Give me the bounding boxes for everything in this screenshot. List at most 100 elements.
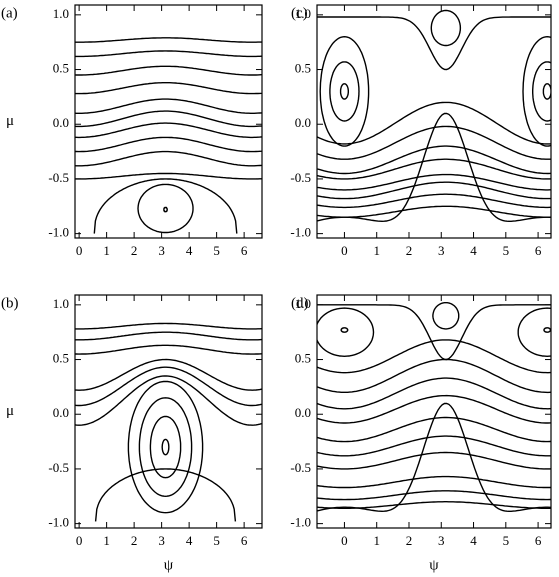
contour-line [317, 339, 551, 374]
y-tick-label: -1.0 [48, 225, 69, 240]
contour-line [75, 122, 262, 139]
contour-line [75, 322, 262, 330]
island [339, 83, 349, 100]
contour-line [75, 150, 262, 167]
x-tick-label: 0 [341, 533, 348, 548]
y-tick-label: -0.5 [290, 170, 311, 185]
y-tick-label: -1.0 [290, 515, 311, 530]
island [319, 35, 370, 147]
x-tick-label: 1 [373, 533, 380, 548]
x-tick-label: 2 [131, 243, 138, 258]
x-tick-label: 2 [131, 533, 138, 548]
contours [317, 9, 551, 223]
contour-line [317, 490, 551, 501]
y-tick-label: 0.0 [295, 115, 311, 130]
contour-line [317, 101, 551, 145]
y-tick-label: 0.5 [295, 61, 311, 76]
x-tick-label: 6 [535, 533, 542, 548]
separatrix [317, 402, 551, 513]
contour-line [75, 136, 262, 153]
contour-line [75, 110, 262, 128]
y-tick-label: 1.0 [53, 296, 69, 311]
x-axis-label: ψ [429, 557, 439, 573]
x-tick-label: 4 [186, 533, 193, 548]
y-tick-label: -0.5 [48, 460, 69, 475]
island [340, 327, 349, 333]
panel-label: (c) [291, 5, 308, 21]
contour-line [317, 377, 551, 410]
contour-line [317, 145, 551, 175]
x-tick-label: 1 [103, 533, 110, 548]
x-tick-label: 3 [158, 533, 165, 548]
island [149, 415, 182, 479]
y-tick-label: 1.0 [295, 6, 311, 21]
contour-line [75, 366, 262, 407]
contour-line [75, 344, 262, 355]
island [532, 61, 551, 122]
x-tick-label: 6 [535, 243, 542, 258]
y-tick-label: 0.5 [53, 351, 69, 366]
separatrix [317, 112, 551, 223]
island [161, 438, 170, 456]
x-axis-label: ψ [164, 557, 174, 573]
separatrix [94, 468, 237, 522]
contours [75, 37, 262, 234]
y-tick-label: -0.5 [290, 460, 311, 475]
x-tick-label: 5 [213, 533, 220, 548]
contour-line [317, 394, 551, 424]
panel: 0 1 2 3 4 5 6 1.0 0.5 0.0 -0.5 -1.0 (c) [290, 4, 552, 258]
plot-frame [74, 4, 263, 239]
contour-line [317, 173, 551, 191]
x-tick-label: 5 [213, 243, 220, 258]
panel-label: (b) [1, 295, 19, 311]
panel-label: (d) [291, 295, 309, 311]
contour-line [75, 358, 262, 391]
contour-line [75, 331, 262, 341]
x-tick-label: 0 [76, 533, 83, 548]
contour-line [317, 358, 551, 394]
plot-frame [316, 294, 552, 529]
contour-line [317, 475, 551, 489]
y-tick-label: -1.0 [290, 225, 311, 240]
island [543, 327, 551, 333]
y-axis-label: μ [6, 403, 14, 419]
x-tick-label: 0 [76, 243, 83, 258]
panel-label: (a) [1, 5, 18, 21]
y-tick-label: 1.0 [295, 296, 311, 311]
panel: 0 1 2 3 4 5 6 1.0 0.5 0.0 -0.5 -1.0 (a) μ [1, 4, 263, 258]
island [137, 183, 194, 234]
contour-line [75, 82, 262, 95]
x-tick-label: 2 [406, 243, 413, 258]
x-tick-label: 4 [470, 533, 477, 548]
island [317, 307, 375, 358]
separatrix [317, 304, 551, 361]
island [127, 380, 204, 514]
contour-line [317, 435, 551, 457]
island [517, 307, 551, 358]
contour-line [75, 65, 262, 76]
contour-line [75, 50, 262, 58]
x-tick-label: 1 [103, 243, 110, 258]
x-tick-label: 4 [186, 243, 193, 258]
y-axis-label: μ [6, 113, 14, 129]
contour-line [75, 172, 262, 180]
island [163, 206, 168, 213]
contour-line [75, 375, 262, 426]
island [329, 61, 360, 122]
contours [75, 322, 262, 522]
y-tick-label: 0.5 [53, 61, 69, 76]
y-tick-label: 0.0 [53, 115, 69, 130]
x-tick-label: 3 [438, 533, 445, 548]
island [522, 35, 551, 147]
y-tick-label: 0.0 [53, 405, 69, 420]
contour-line [317, 416, 551, 443]
x-tick-label: 0 [341, 243, 348, 258]
x-tick-label: 5 [503, 243, 510, 258]
panel: 0 1 2 3 4 5 6 1.0 0.5 0.0 -0.5 -1.0 (b) μ ψ [1, 294, 263, 573]
x-tick-label: 4 [470, 243, 477, 258]
island [138, 397, 193, 498]
contour-line [75, 37, 262, 43]
x-tick-label: 6 [241, 243, 248, 258]
island [432, 302, 460, 330]
